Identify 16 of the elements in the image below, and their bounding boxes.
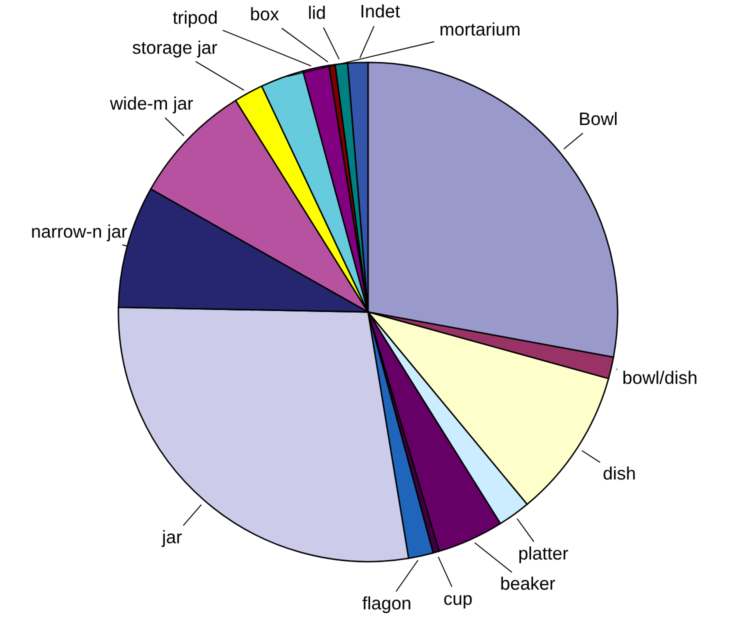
slice-label: narrow-n jar — [32, 224, 127, 242]
slice-label: tripod — [172, 10, 217, 28]
slice-label: cup — [444, 595, 472, 609]
slice-label: storage jar — [132, 40, 218, 58]
slice-label: lid — [309, 6, 325, 20]
slice-label: Indet — [362, 4, 400, 18]
slice-label: platter — [519, 546, 568, 564]
slice-label: bowl/dish — [623, 370, 696, 384]
slice-label: box — [251, 7, 279, 20]
slice-label: dish — [604, 466, 635, 480]
slice-label: wide-m jar — [110, 96, 193, 114]
slice-label: Bowl — [580, 112, 617, 126]
slice-label: jar — [162, 530, 182, 547]
slice-label: flagon — [362, 596, 410, 614]
slice-label: beaker — [501, 576, 556, 590]
slice-label: mortarium — [440, 22, 520, 36]
